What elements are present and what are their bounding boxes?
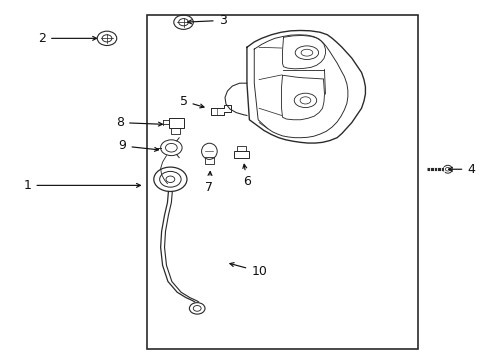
Text: 8: 8 [116,116,162,129]
Bar [171,128,180,134]
Bar [237,145,245,150]
Bar [147,15,417,348]
Text: 3: 3 [187,14,226,27]
Bar [168,118,183,129]
Text: 10: 10 [229,263,266,278]
Bar [234,150,248,158]
Text: 7: 7 [205,172,213,194]
Text: 9: 9 [119,139,158,152]
Text: 4: 4 [447,163,474,176]
Text: 6: 6 [243,164,250,188]
Ellipse shape [443,165,451,173]
Text: 1: 1 [23,179,140,192]
Text: 5: 5 [179,95,203,108]
Text: 2: 2 [38,32,96,45]
Bar [204,157,213,164]
